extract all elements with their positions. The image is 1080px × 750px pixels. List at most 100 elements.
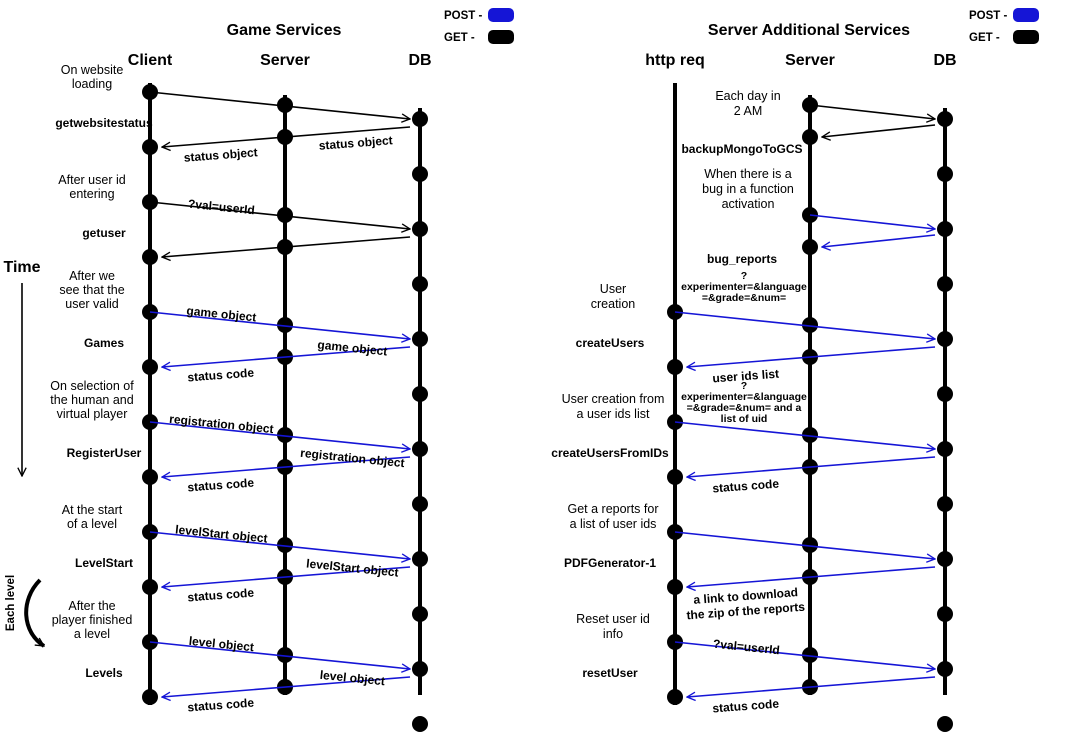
step-description-line: info [603,627,623,641]
db-idle-point [412,276,428,292]
server-event-point [802,647,818,663]
response-label: status object [183,145,258,164]
step-description-line: of a level [67,517,117,531]
column-header-server: Server [260,52,310,69]
db-write-point [937,441,953,457]
db-write-point [412,221,428,237]
request-arrow [674,641,935,669]
function-name: resetUser [582,666,638,680]
function-name: bug_reports [707,252,777,266]
request-parameters-line: =&grade=&num= and a [687,402,802,414]
legend-get-label: GET - [969,32,1000,44]
request-arrow [674,311,935,339]
request-label: level object [188,634,254,654]
db-idle-point [412,386,428,402]
function-name: Levels [85,666,123,680]
response-arrow [162,566,411,587]
db-write-point [937,331,953,347]
step-description-line: On selection of [50,379,134,393]
server-event-point [277,207,293,223]
forward-label: registration object [300,446,406,470]
request-label: registration object [169,412,275,436]
legend-post-label: POST - [444,10,483,22]
server-event-point [802,129,818,145]
step-description-line: After the [68,599,115,613]
server-event-point [802,239,818,255]
db-write-point [412,441,428,457]
client-response-point [142,579,158,595]
response-arrow [822,124,936,137]
each-level-loop-arrow [24,578,44,648]
step-description-line: On website [61,63,124,77]
legend-post-swatch [1013,8,1039,22]
response-arrow [162,126,411,147]
db-write-point [412,111,428,127]
time-label: Time [3,259,40,276]
response-arrow [822,234,936,247]
response-arrow [162,346,411,367]
step-description-line: Get a reports for [567,502,658,516]
each-level-label: Each level [5,575,17,631]
db-write-point [412,331,428,347]
db-write-point [412,661,428,677]
request-arrow [674,531,935,559]
legend-post-swatch [488,8,514,22]
function-name: PDFGenerator-1 [564,556,656,570]
request-parameters-line: experimenter=&language [681,391,807,403]
step-description-line: After we [69,269,115,283]
db-idle-point [937,496,953,512]
server-event-point [277,317,293,333]
request-parameters-line: ? [741,270,747,282]
request-parameters-line: ? [741,380,747,392]
response-arrow [687,566,936,587]
legend-get-label: GET - [444,32,475,44]
response-arrow [687,676,936,697]
client-response-point [142,469,158,485]
db-idle-point [412,496,428,512]
db-write-point [937,551,953,567]
db-idle-point [412,606,428,622]
step-description-line: Each day in [715,89,780,103]
client-response-point [142,249,158,265]
response-arrow [687,456,936,477]
db-write-point [937,221,953,237]
column-header-db: DB [933,52,956,69]
request-arrow [149,531,410,559]
server-event-point [277,97,293,113]
db-idle-point [412,166,428,182]
request-parameters-line: experimenter=&language [681,281,807,293]
step-description-line: see that the [59,283,124,297]
step-description-line: activation [722,197,775,211]
step-description-line: user valid [65,297,119,311]
request-label: game object [186,304,257,325]
step-description-line: When there is a [704,167,792,181]
step-description-line: loading [72,77,112,91]
request-arrow [149,91,410,119]
response-label: status code [712,697,780,716]
db-idle-point [412,716,428,732]
legend-get-swatch [1013,30,1039,44]
response-label: status code [712,477,780,496]
db-write-point [412,551,428,567]
step-description-line: the human and [50,393,133,407]
response-label: status code [187,586,255,605]
request-label: ?val=userId [187,197,255,218]
response-arrow [687,346,936,367]
server-event-point [802,317,818,333]
step-description-line: Reset user id [576,612,650,626]
db-write-point [937,111,953,127]
legend-get-swatch [488,30,514,44]
db-idle-point [937,606,953,622]
forward-label: level object [319,668,385,688]
step-description-line: a user ids list [577,407,650,421]
response-arrow [162,456,411,477]
request-arrow [149,311,410,339]
request-arrow [149,201,410,229]
http-response-point [667,359,683,375]
http-response-point [667,689,683,705]
function-name: LevelStart [75,556,133,570]
request-arrow [809,214,935,229]
http-response-point [667,469,683,485]
step-description-line: User [600,282,626,296]
